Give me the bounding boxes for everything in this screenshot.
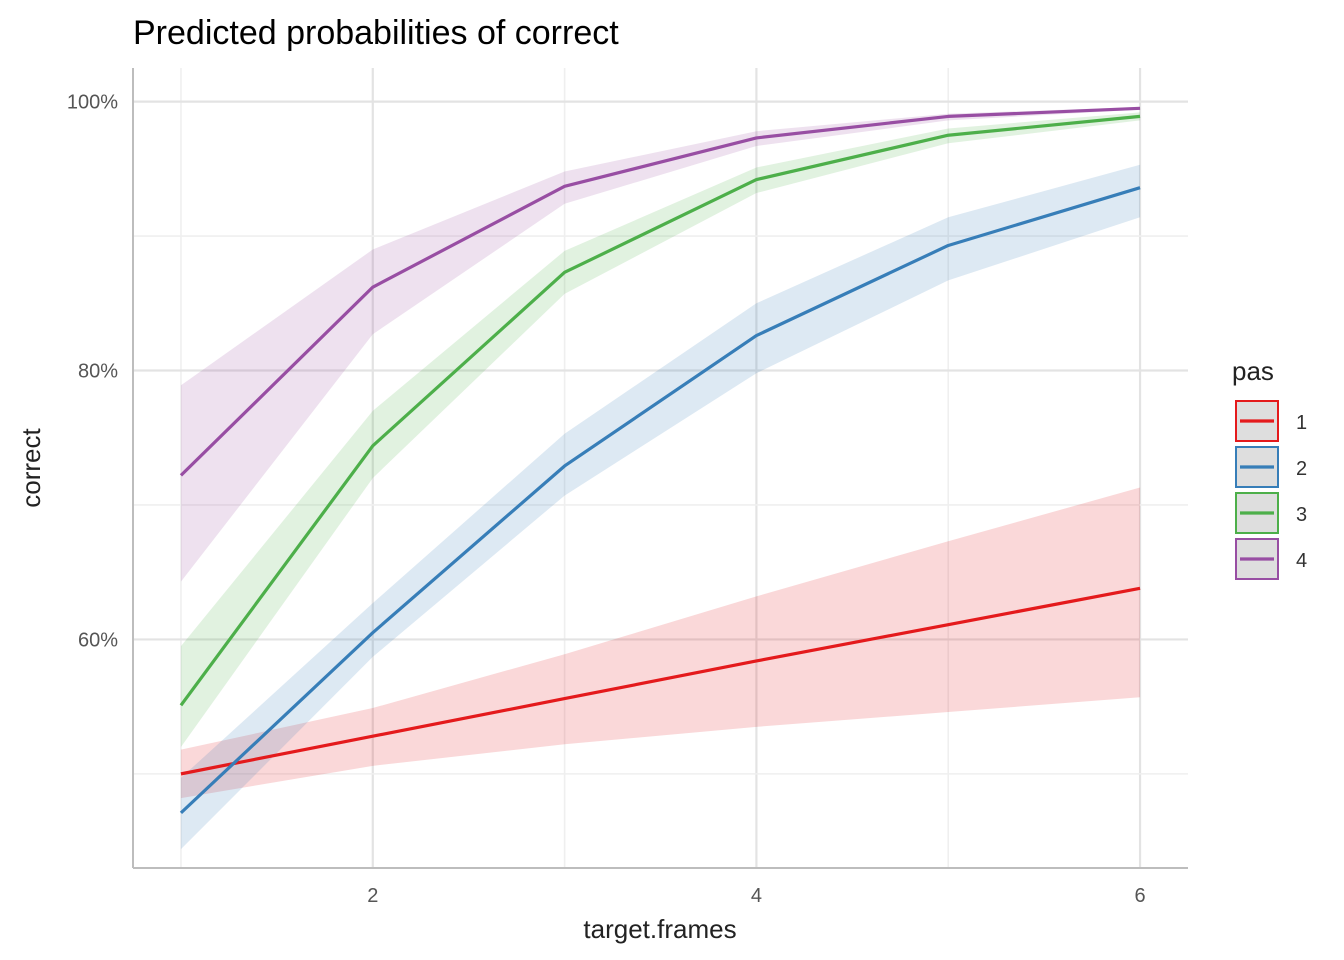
y-axis-title: correct: [16, 427, 46, 507]
legend-item-2: 2: [1235, 446, 1307, 488]
y-tick-label: 100%: [67, 92, 118, 114]
confidence-bands: [180, 106, 1141, 850]
confidence-band-1: [180, 487, 1141, 799]
legend-label-2: 2: [1296, 458, 1307, 480]
legend-label-1: 1: [1296, 412, 1307, 434]
legend-label-3: 3: [1296, 504, 1307, 526]
y-tick-label: 80%: [78, 361, 118, 383]
legend-item-4: 4: [1235, 538, 1307, 580]
grid: [133, 68, 1188, 868]
confidence-band-3: [180, 112, 1141, 747]
x-tick-label: 2: [367, 885, 378, 907]
x-axis-title: target.frames: [583, 914, 736, 944]
axes: [132, 68, 1188, 869]
series-line-3: [179, 114, 1141, 707]
series-line-1: [180, 586, 1141, 776]
legend-item-1: 1: [1235, 400, 1307, 442]
x-tick-label: 6: [1134, 885, 1145, 907]
series-lines: [179, 106, 1141, 815]
legend-label-4: 4: [1296, 550, 1307, 572]
y-tick-label: 60%: [78, 629, 118, 651]
confidence-band-2: [180, 164, 1141, 850]
series-line-2: [179, 186, 1141, 815]
legend-title: pas: [1232, 356, 1274, 386]
tick-labels: 2 4 6 60% 80% 100%: [67, 92, 1146, 907]
chart-title: Predicted probabilities of correct: [133, 14, 619, 52]
legend-item-3: 3: [1235, 492, 1307, 534]
legend: pas 1 2 3 4: [1232, 356, 1307, 580]
series-line-4: [179, 106, 1141, 477]
x-tick-label: 4: [751, 885, 762, 907]
